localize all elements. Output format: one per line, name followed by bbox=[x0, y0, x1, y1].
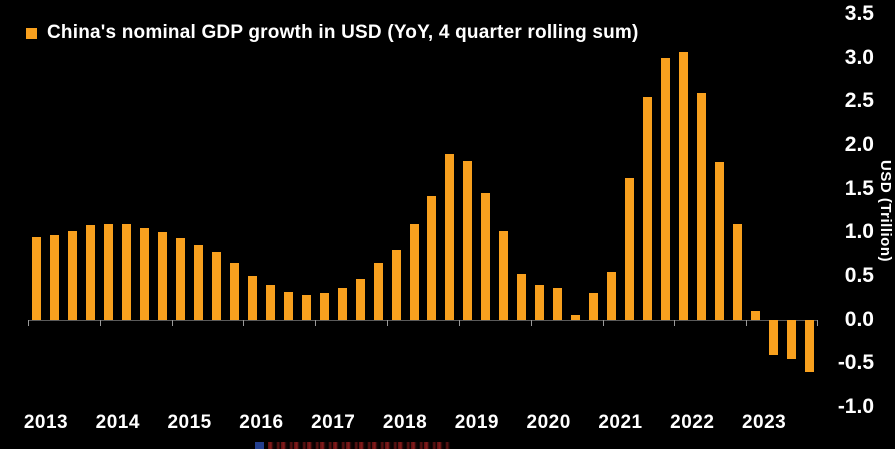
bar bbox=[714, 162, 724, 320]
x-tick-label: 2018 bbox=[382, 412, 428, 433]
x-tick-label: 2020 bbox=[526, 412, 571, 433]
bar bbox=[535, 284, 545, 320]
x-tick-label: 2013 bbox=[23, 412, 69, 433]
x-axis-tick bbox=[28, 319, 29, 326]
bar bbox=[391, 249, 401, 320]
bar bbox=[445, 153, 455, 320]
x-axis-tick bbox=[387, 319, 389, 326]
bar bbox=[481, 193, 491, 320]
x-tick-label: 2014 bbox=[95, 412, 140, 433]
x-axis-tick bbox=[99, 319, 101, 326]
bar bbox=[678, 51, 688, 320]
bar bbox=[427, 195, 437, 320]
bar bbox=[140, 227, 150, 320]
y-axis-title: USD (Trillion) bbox=[877, 159, 894, 262]
bar bbox=[86, 225, 96, 320]
x-tick-label: 2021 bbox=[598, 412, 643, 433]
bar bbox=[50, 234, 60, 320]
bar bbox=[319, 293, 329, 320]
bar bbox=[104, 223, 114, 320]
bar bbox=[589, 293, 599, 320]
bar bbox=[768, 319, 778, 355]
bar bbox=[194, 245, 204, 320]
bar bbox=[355, 279, 365, 320]
y-tick-label: 3.5 bbox=[844, 2, 874, 25]
x-tick-label: 2022 bbox=[670, 412, 715, 433]
x-axis-tick bbox=[602, 319, 604, 326]
cropped-text-blur bbox=[268, 442, 450, 449]
y-tick-label: 0.5 bbox=[844, 264, 874, 287]
y-tick-label: 0.0 bbox=[844, 307, 874, 331]
bar bbox=[265, 284, 275, 320]
cropped-logo-chip bbox=[255, 442, 264, 449]
bar bbox=[301, 295, 311, 320]
bar bbox=[732, 223, 742, 320]
x-axis-tick bbox=[530, 319, 532, 326]
legend-swatch-icon bbox=[26, 27, 37, 39]
bar bbox=[229, 262, 239, 320]
cropped-source-text bbox=[255, 442, 450, 449]
x-axis-tick bbox=[817, 319, 818, 326]
y-tick-label: 3.0 bbox=[844, 45, 874, 69]
bar bbox=[804, 319, 814, 373]
x-axis-tick bbox=[746, 319, 748, 326]
bar bbox=[517, 274, 527, 320]
bar bbox=[750, 310, 760, 320]
x-tick-label: 2015 bbox=[167, 412, 212, 433]
zero-baseline bbox=[28, 319, 818, 321]
bar bbox=[68, 230, 78, 320]
y-axis-labels: 3.5 3.0 2.5 2.0 1.5 1.0 0.5 0.0 -0.5 -1.0 bbox=[820, 2, 874, 418]
bar bbox=[607, 271, 617, 320]
x-axis-tick bbox=[243, 319, 245, 326]
y-tick-label: 1.0 bbox=[844, 220, 874, 244]
x-axis-tick bbox=[315, 319, 317, 326]
x-axis-tick bbox=[171, 319, 173, 326]
bar bbox=[624, 178, 634, 320]
bar bbox=[642, 96, 652, 320]
y-tick-label: 2.5 bbox=[844, 89, 874, 113]
y-tick-label: 2.0 bbox=[844, 133, 874, 156]
bar bbox=[463, 160, 473, 320]
bar bbox=[158, 232, 168, 320]
plot-area bbox=[28, 14, 818, 407]
chart-title: China's nominal GDP growth in USD (YoY, … bbox=[47, 22, 639, 43]
bar bbox=[247, 276, 257, 320]
bar bbox=[212, 251, 222, 320]
bar bbox=[373, 262, 383, 320]
bar bbox=[176, 238, 186, 320]
x-axis-labels: 2013 2014 2015 2016 2017 2018 2019 2020 2021 2022… bbox=[24, 412, 828, 440]
y-tick-label: -0.5 bbox=[837, 351, 874, 375]
x-tick-label: 2017 bbox=[311, 412, 356, 433]
bar bbox=[571, 315, 581, 320]
bar bbox=[337, 288, 347, 320]
bar bbox=[786, 319, 796, 359]
x-tick-label: 2019 bbox=[454, 412, 499, 433]
bar bbox=[283, 291, 293, 320]
y-tick-label: 1.5 bbox=[844, 176, 874, 200]
bar bbox=[122, 223, 132, 320]
bar bbox=[696, 92, 706, 320]
bar bbox=[553, 288, 563, 320]
y-tick-label: -1.0 bbox=[837, 395, 874, 418]
x-axis-tick bbox=[458, 319, 460, 326]
x-axis-tick bbox=[674, 319, 676, 326]
x-tick-label: 2023 bbox=[741, 412, 787, 433]
bar bbox=[409, 223, 419, 320]
chart-legend: China's nominal GDP growth in USD (YoY, … bbox=[26, 22, 639, 44]
bar bbox=[32, 236, 42, 320]
bar bbox=[499, 230, 509, 320]
bar bbox=[660, 57, 670, 320]
x-tick-label: 2016 bbox=[239, 412, 284, 433]
